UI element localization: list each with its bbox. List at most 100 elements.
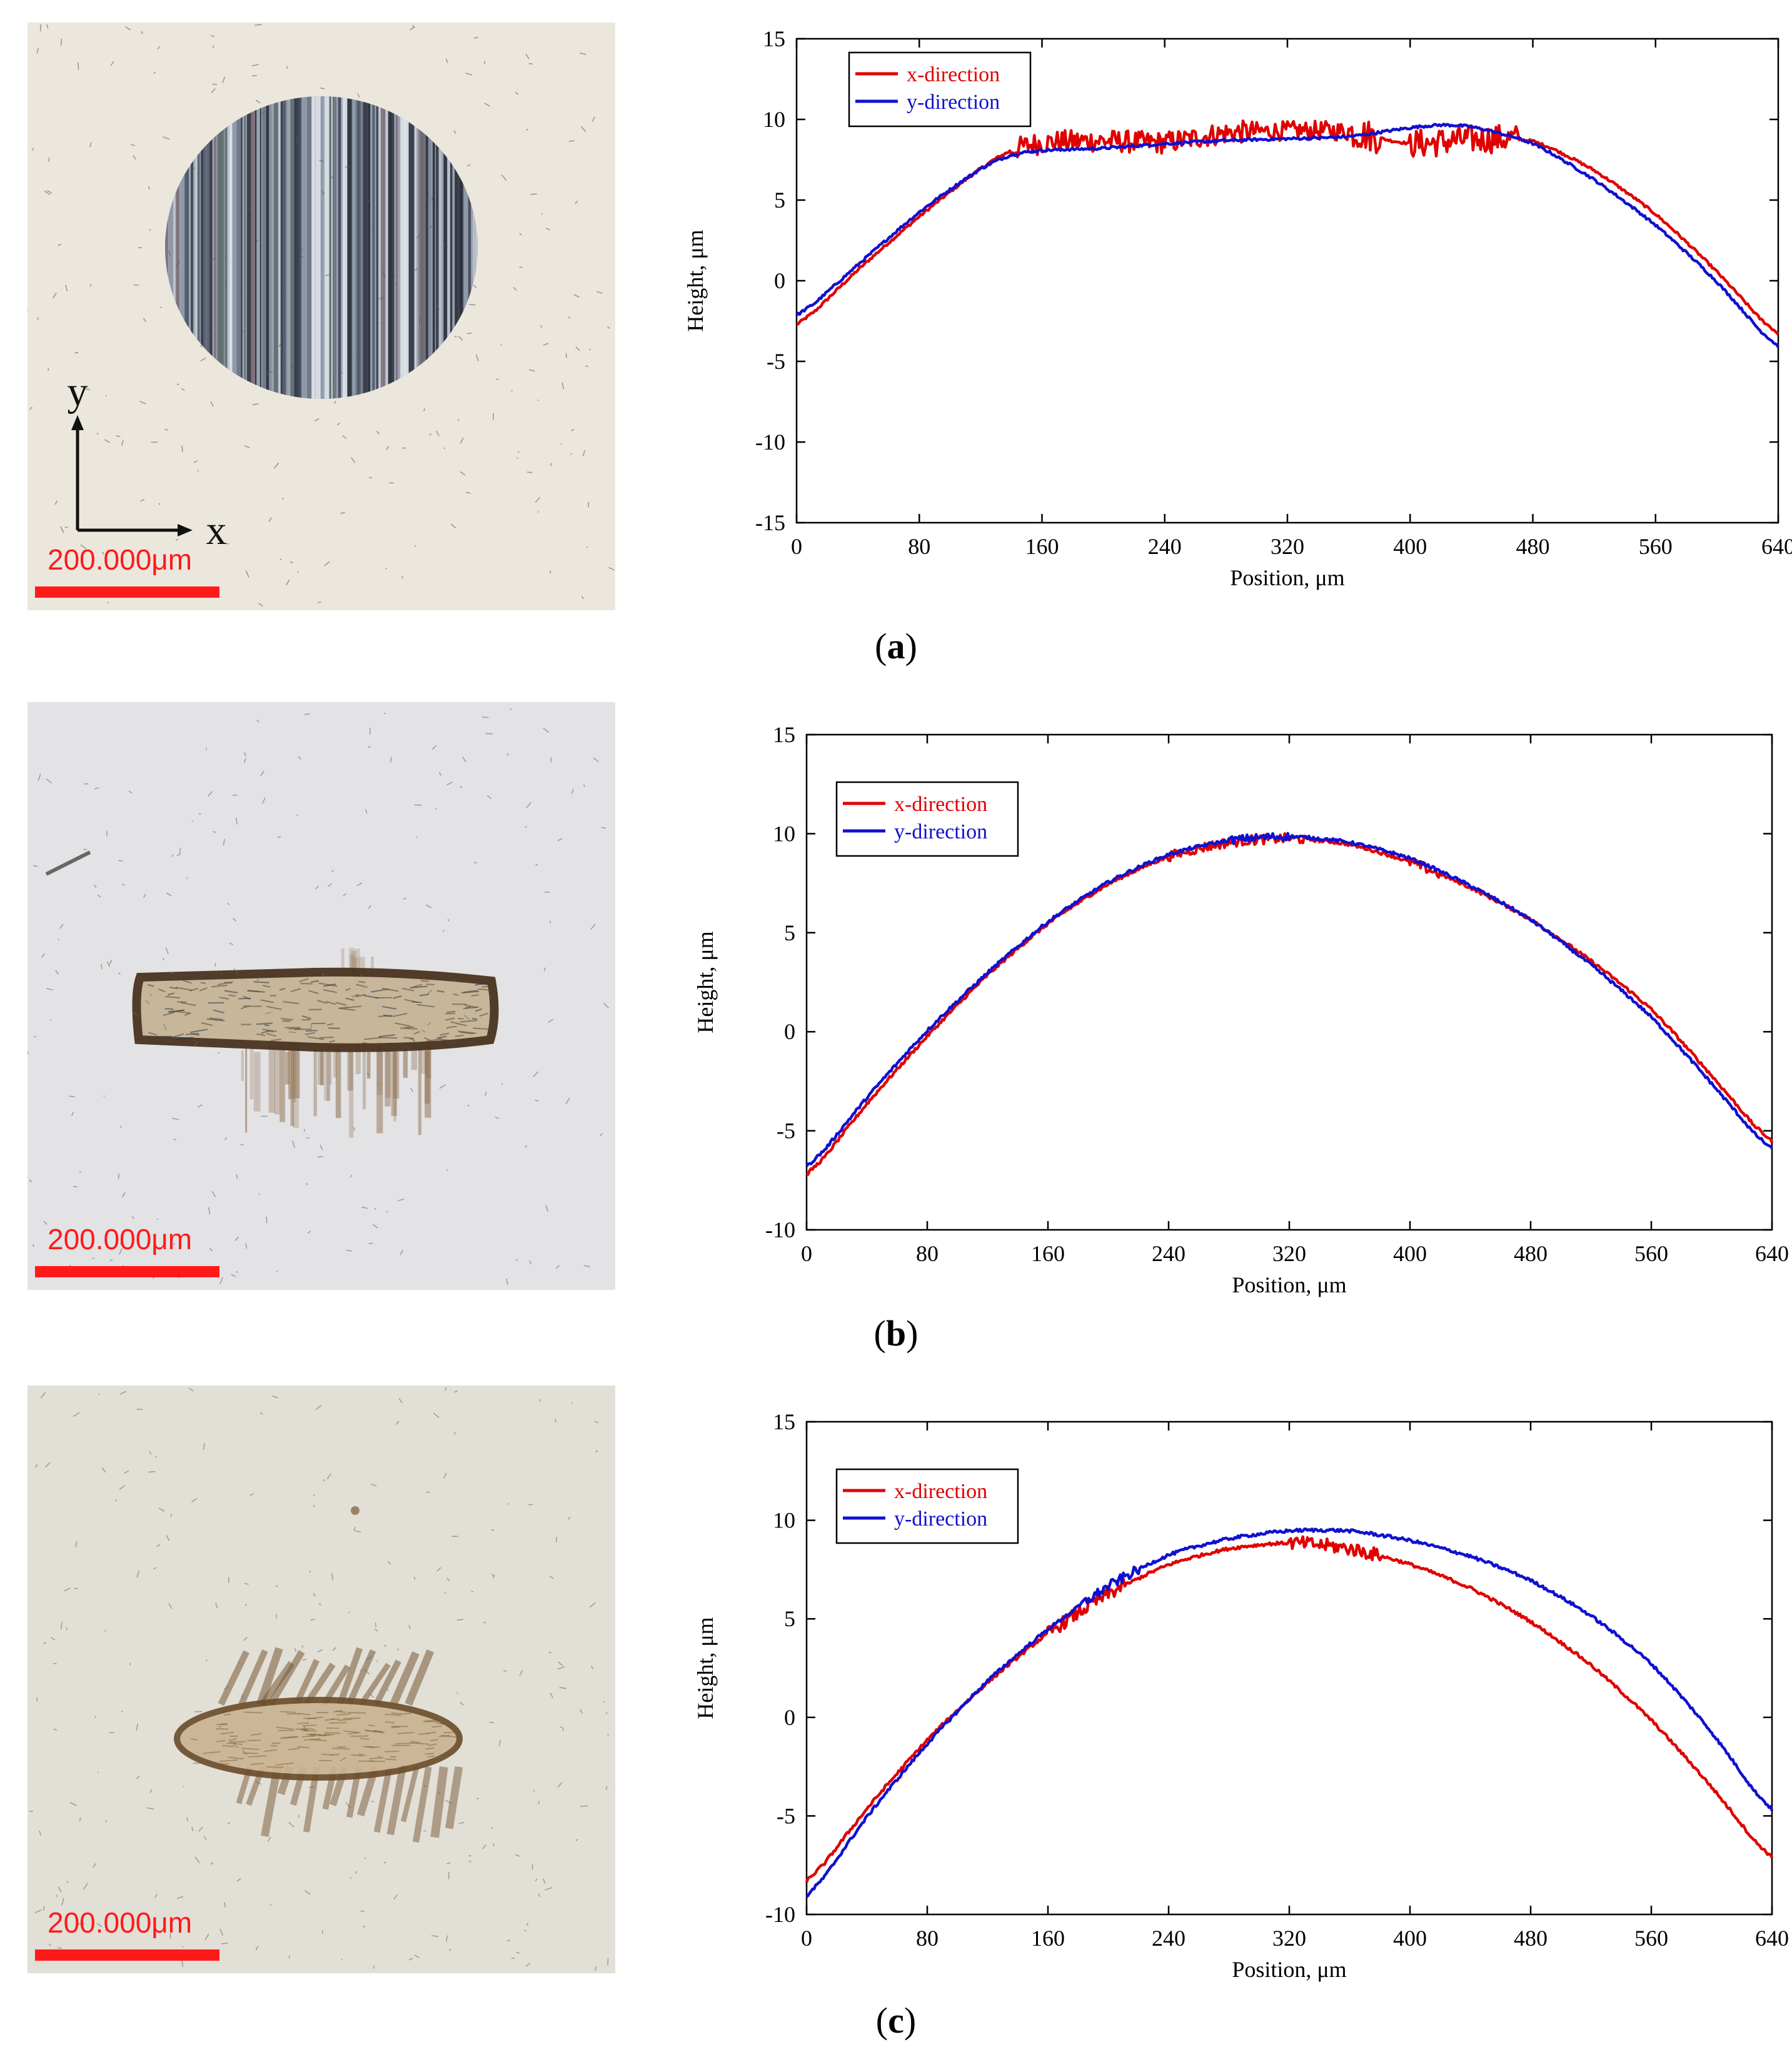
micrograph-c: 200.000μm (28, 1386, 615, 1973)
legend-label-y-direction: y-direction (894, 820, 987, 843)
x-tick-label: 400 (1393, 1241, 1427, 1266)
y-axis-letter: y (68, 369, 88, 415)
legend-box (835, 1468, 1019, 1544)
chart-a: 0 80 160 240 320 400 480 560 640 -15 -10 -5 0 5 10 15 Po… (683, 26, 1792, 590)
y-tick-label: 10 (763, 107, 785, 132)
x-tick-label: 80 (916, 1241, 939, 1266)
wear-scar-a (165, 96, 478, 399)
x-tick-label: 160 (1025, 534, 1059, 559)
panel-b: 200.000μm 0 80 160 240 320 400 480 560 640 -10 -5 0… (0, 687, 1792, 1374)
scale-bar-label-c: 200.000μm (48, 1906, 193, 1939)
y-axis-label: Height, μm (693, 931, 718, 1033)
legend-label-y-direction: y-direction (894, 1507, 987, 1531)
x-tick-label: 560 (1634, 1241, 1668, 1266)
series-line-y-direction (805, 1527, 1774, 1898)
legend-label-x-direction: x-direction (894, 1480, 987, 1503)
x-tick-label: 640 (1755, 1241, 1789, 1266)
series-line-y-direction (805, 832, 1773, 1167)
series-line-x-direction (805, 832, 1774, 1176)
micrograph-c-image (28, 1386, 615, 1973)
x-axis-label: Position, μm (1232, 1272, 1346, 1297)
micrograph-b-image (28, 702, 615, 1290)
panel-c: 200.000μm 0 80 160 240 320 400 480 560 640 -10 -5 0… (0, 1374, 1792, 2061)
caption-b-label: b (885, 1313, 907, 1354)
scale-bar-label-b: 200.000μm (48, 1223, 193, 1255)
micrograph-a: y x 200.000μm (28, 23, 615, 610)
caption-a-label: a (887, 626, 905, 666)
y-tick-label: 0 (784, 1019, 795, 1044)
x-tick-label: 240 (1152, 1241, 1185, 1266)
y-tick-label: 0 (784, 1705, 795, 1730)
legend-box (848, 51, 1032, 128)
scale-bar-c (35, 1949, 219, 1961)
micrograph-a-specks (28, 24, 615, 607)
x-tick-label: 320 (1272, 1926, 1306, 1951)
y-axis-label: Height, μm (693, 1617, 718, 1719)
panel-a: y x 200.000μm 0 80 160 240 320 400 480 560 640 -1… (0, 0, 1792, 687)
y-tick-label: -10 (765, 1902, 795, 1927)
legend-box (835, 781, 1019, 857)
series-line-x-direction (805, 1535, 1774, 1883)
x-tick-label: 320 (1272, 1241, 1306, 1266)
chart-b: 0 80 160 240 320 400 480 560 640 -10 -5 0 5 10 15 Posit… (693, 722, 1789, 1297)
micrograph-b: 200.000μm (28, 702, 615, 1290)
y-tick-label: 0 (774, 268, 785, 293)
x-tick-label: 240 (1148, 534, 1182, 559)
x-tick-label: 240 (1152, 1926, 1185, 1951)
x-tick-label: 0 (791, 534, 802, 559)
x-tick-label: 80 (908, 534, 930, 559)
y-tick-label: -5 (777, 1803, 795, 1828)
wear-scar-c (174, 1506, 463, 1843)
x-axis-label: Position, μm (1232, 1957, 1346, 1982)
y-tick-label: 5 (784, 1606, 795, 1631)
scale-bar-a (35, 586, 219, 598)
y-tick-label: 10 (773, 821, 795, 846)
scale-bar-label-a: 200.000μm (48, 543, 193, 576)
x-axis-letter: x (206, 508, 227, 553)
micrograph-c-specks (29, 1387, 610, 1971)
x-axis-arrow-head (178, 524, 193, 536)
x-tick-label: 400 (1393, 1926, 1427, 1951)
x-tick-label: 320 (1271, 534, 1304, 559)
y-tick-label: -10 (765, 1217, 795, 1242)
y-tick-label: 15 (763, 26, 785, 51)
x-tick-label: 640 (1761, 534, 1792, 559)
caption-b: (b) (873, 1313, 919, 1354)
x-tick-label: 0 (801, 1926, 812, 1951)
y-tick-label: 15 (773, 722, 795, 747)
x-tick-label: 80 (916, 1926, 939, 1951)
x-tick-label: 480 (1516, 534, 1550, 559)
y-tick-label: -10 (755, 430, 785, 455)
y-tick-label: 10 (773, 1508, 795, 1533)
legend-label-y-direction: y-direction (907, 91, 1000, 114)
y-tick-label: -5 (777, 1119, 795, 1144)
caption-c-label: c (888, 2000, 904, 2041)
y-tick-label: 5 (784, 920, 795, 945)
y-axis-label: Height, μm (683, 229, 708, 331)
x-tick-label: 560 (1634, 1926, 1668, 1951)
x-tick-label: 160 (1031, 1241, 1065, 1266)
x-tick-label: 0 (801, 1241, 812, 1266)
micrograph-b-specks (28, 708, 610, 1285)
y-tick-label: -15 (755, 510, 785, 535)
xy-axis-indicator: y x (68, 369, 227, 553)
wear-scar-b (45, 850, 499, 1138)
y-tick-label: 5 (774, 188, 785, 213)
legend-label-x-direction: x-direction (907, 63, 1000, 86)
micrograph-a-image: y x (28, 23, 615, 610)
y-tick-label: 15 (773, 1409, 795, 1434)
chart-c: 0 80 160 240 320 400 480 560 640 -10 -5 0 5 10 15 Posit… (693, 1409, 1789, 1982)
y-tick-label: -5 (767, 349, 785, 374)
x-axis-label: Position, μm (1230, 565, 1344, 590)
x-tick-label: 160 (1031, 1926, 1065, 1951)
caption-a: (a) (875, 626, 917, 666)
series-line-y-direction (795, 123, 1779, 348)
x-tick-label: 480 (1514, 1241, 1548, 1266)
x-tick-label: 400 (1393, 534, 1427, 559)
caption-c: (c) (875, 2000, 917, 2041)
scale-bar-b (35, 1266, 219, 1277)
series-line-x-direction (796, 119, 1779, 336)
legend-label-x-direction: x-direction (894, 793, 987, 816)
x-tick-label: 640 (1755, 1926, 1789, 1951)
y-axis-arrow-head (71, 415, 84, 430)
